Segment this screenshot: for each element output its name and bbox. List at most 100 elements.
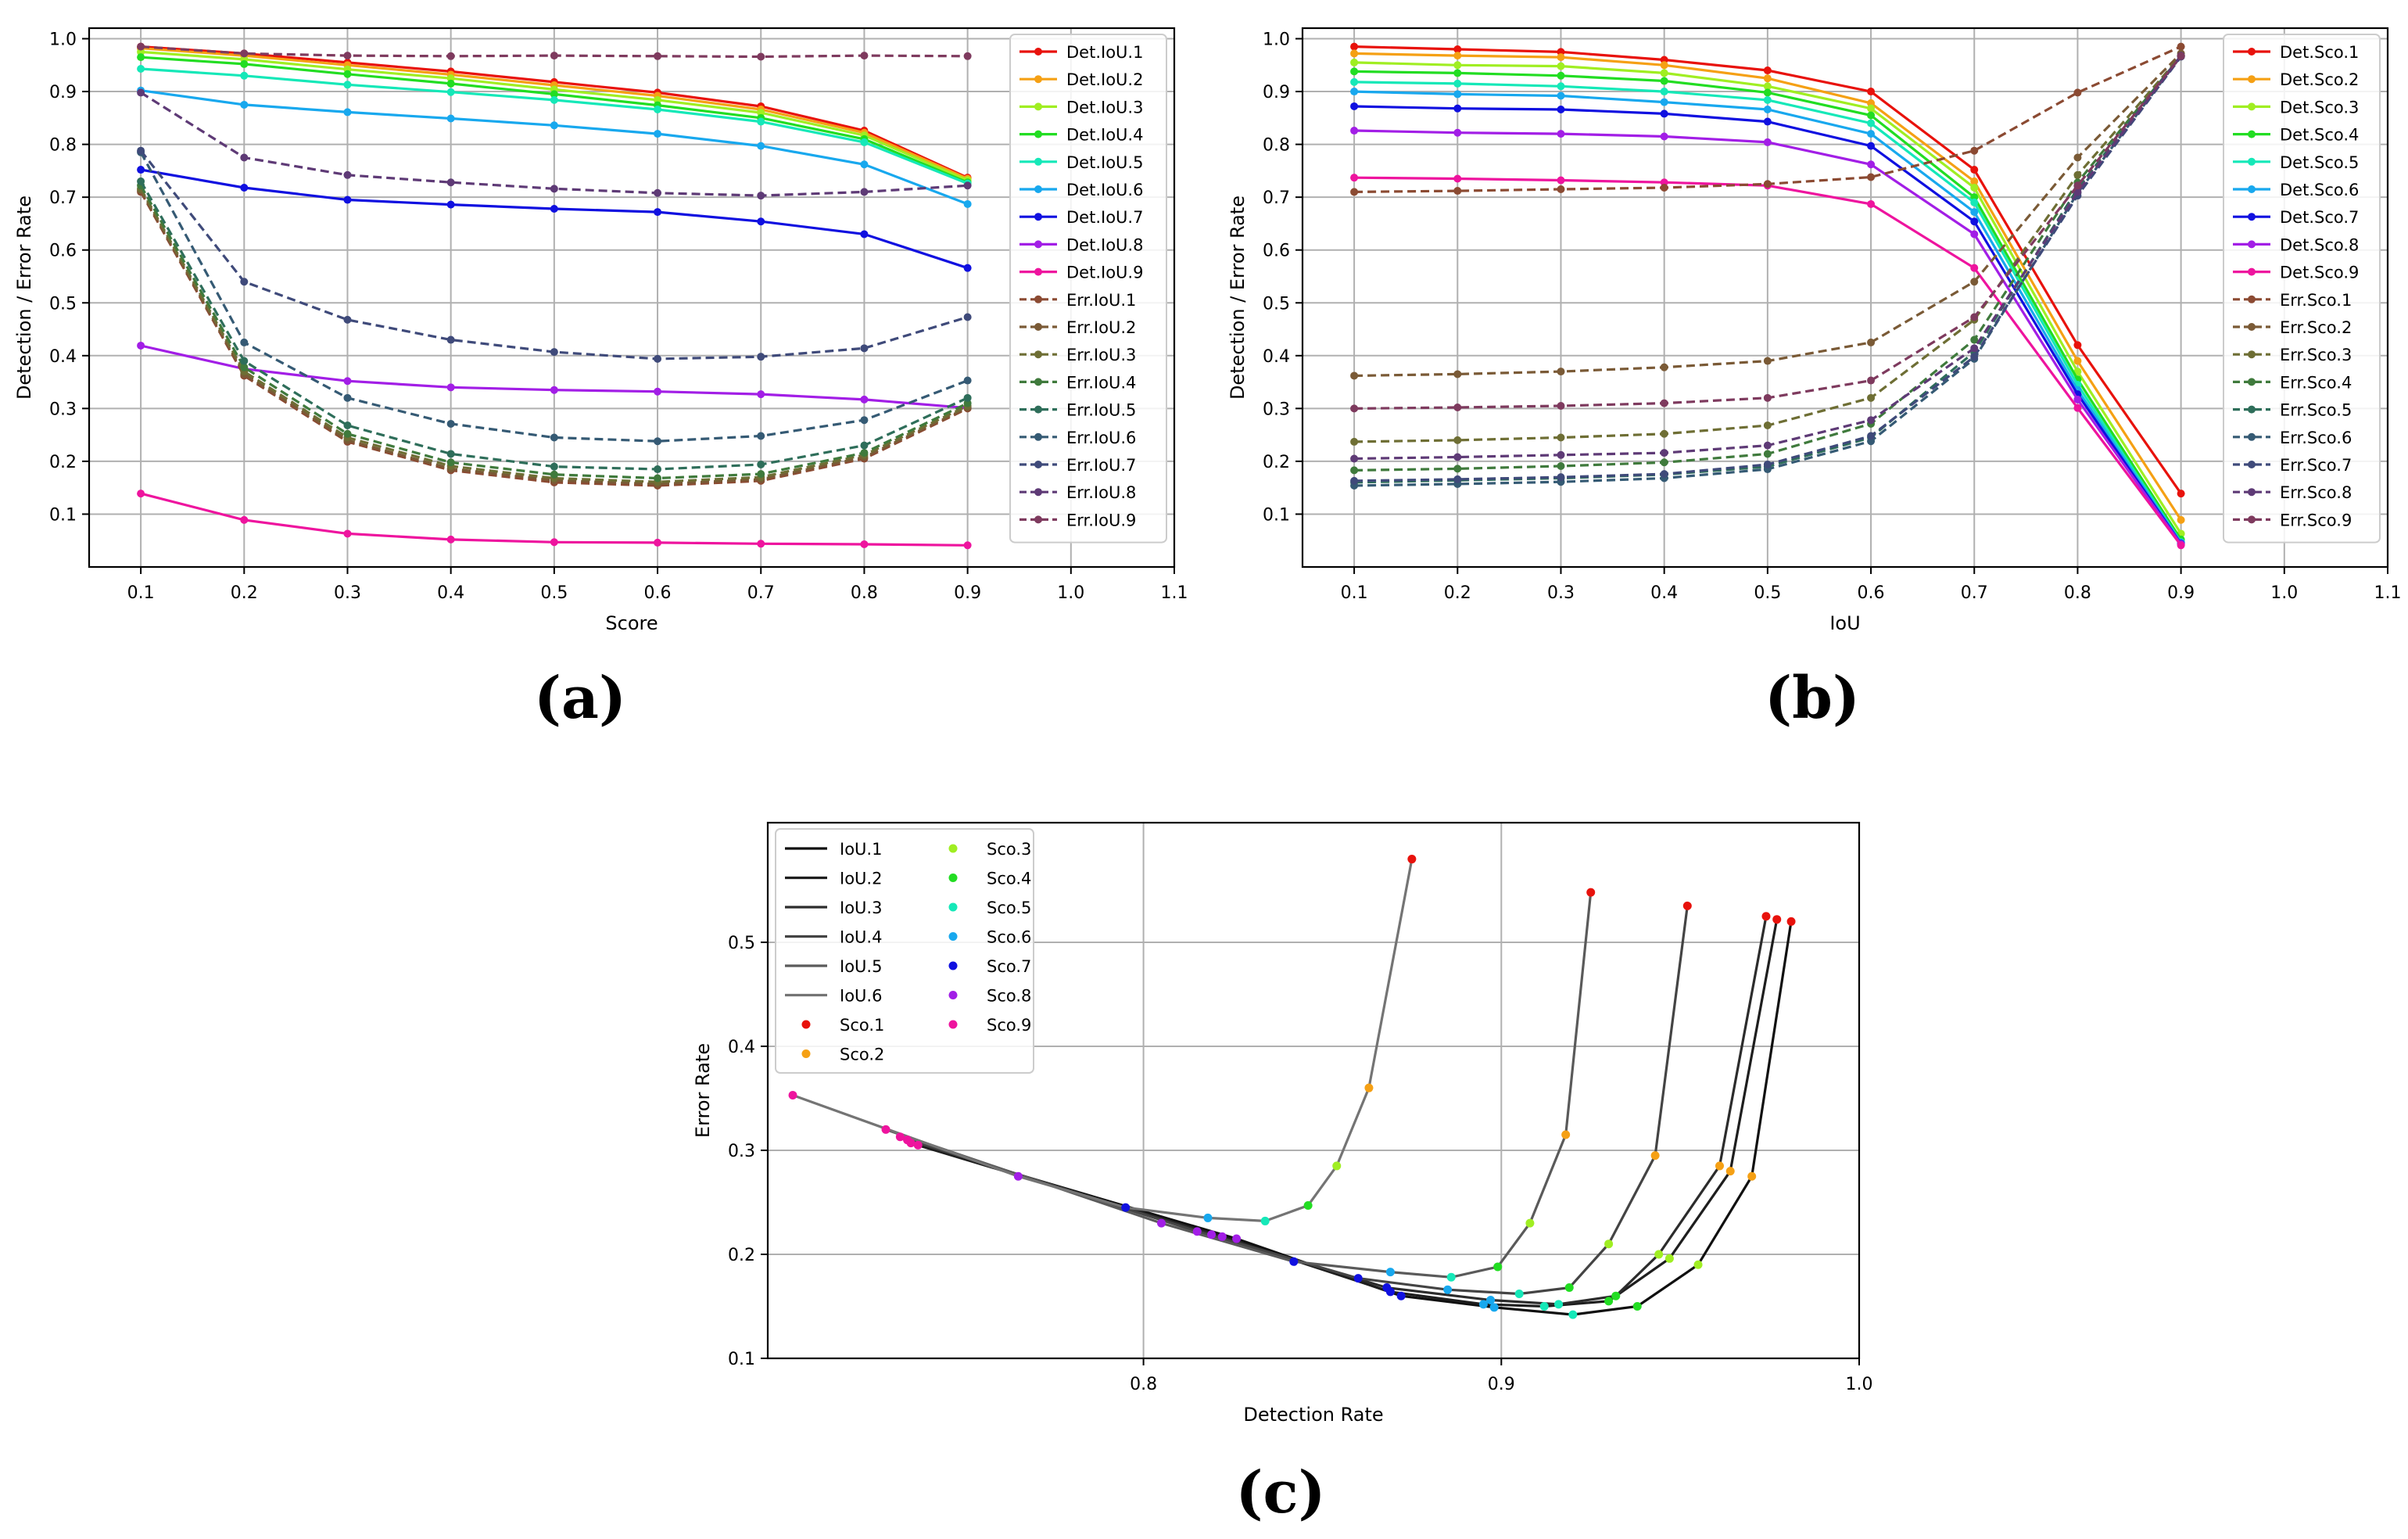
data-point <box>240 363 249 371</box>
legend-marker <box>2248 461 2256 468</box>
data-point <box>2073 404 2082 412</box>
data-point <box>1350 77 1359 86</box>
data-point <box>343 108 352 117</box>
data-point <box>1970 313 1979 321</box>
legend-entry: Sco.8 <box>987 987 1031 1006</box>
legend-entry: Err.IoU.6 <box>1066 429 1136 447</box>
legend-entry: IoU.2 <box>840 870 882 888</box>
score-point-sco-4 <box>1632 1301 1642 1311</box>
legend-marker <box>2248 102 2256 111</box>
data-point <box>1557 71 1565 80</box>
data-point <box>446 114 455 123</box>
data-point <box>860 344 869 353</box>
data-point <box>654 354 662 363</box>
legend-entry: Err.Sco.5 <box>2280 401 2352 420</box>
x-tick-label: 0.3 <box>1547 583 1575 603</box>
data-point <box>240 357 249 365</box>
data-point <box>1557 401 1565 410</box>
data-point <box>343 170 352 179</box>
data-point <box>2177 42 2185 51</box>
data-point <box>1763 106 1772 114</box>
legend-marker <box>948 932 958 941</box>
data-point <box>757 52 765 61</box>
legend-marker <box>2248 405 2256 414</box>
legend-marker <box>2248 295 2256 303</box>
data-point <box>860 230 869 239</box>
data-point <box>963 264 972 272</box>
x-axis-label: IoU <box>1829 612 1860 634</box>
score-point-sco-7 <box>1289 1257 1299 1266</box>
data-point <box>963 181 972 190</box>
legend-entry: Det.Sco.6 <box>2280 181 2359 199</box>
data-point <box>1660 470 1668 479</box>
data-point <box>550 52 558 60</box>
legend-marker <box>2248 48 2256 56</box>
score-point-sco-7 <box>1396 1291 1406 1300</box>
legend-entry: Err.Sco.7 <box>2280 456 2352 475</box>
data-point <box>1660 88 1668 96</box>
data-point <box>446 52 455 60</box>
x-tick-label: 0.9 <box>2167 583 2195 603</box>
data-point <box>1557 106 1565 114</box>
data-point <box>1557 461 1565 470</box>
score-point-sco-7 <box>1382 1283 1392 1293</box>
data-point <box>1350 58 1359 66</box>
plot-frame <box>766 821 1861 1360</box>
score-point-sco-4 <box>1493 1262 1503 1272</box>
legend-entry: Sco.1 <box>840 1016 884 1035</box>
data-point <box>1763 180 1772 188</box>
x-tick-label: 1.0 <box>1846 1375 1873 1394</box>
data-point <box>446 335 455 344</box>
legend-entry: IoU.6 <box>840 987 882 1006</box>
legend-entry: Det.Sco.3 <box>2280 98 2359 117</box>
data-point <box>2073 170 2082 179</box>
score-point-sco-3 <box>1654 1250 1664 1259</box>
score-point-sco-1 <box>1682 901 1692 910</box>
data-point <box>1557 473 1565 482</box>
legend-marker <box>2248 267 2256 276</box>
data-point <box>1867 199 1876 208</box>
data-point <box>1867 376 1876 385</box>
legend-marker <box>948 844 958 853</box>
data-point <box>1970 146 1979 155</box>
data-point <box>757 217 765 226</box>
chart-b: 0.1 0.2 0.3 0.4 0.5 0.6 0.7 0.8 0.9 1.0 1.1 0.1 0.2 0… <box>1227 27 2402 634</box>
data-point <box>963 313 972 321</box>
legend-marker <box>1034 295 1042 303</box>
data-point <box>240 71 249 80</box>
score-point-sco-8 <box>1192 1227 1202 1236</box>
data-point <box>654 387 662 396</box>
y-tick-label: 0.1 <box>49 505 77 525</box>
score-point-sco-2 <box>1364 1083 1374 1092</box>
data-point <box>446 383 455 392</box>
data-point <box>1557 176 1565 185</box>
data-point <box>963 541 972 550</box>
y-tick-label: 0.1 <box>1263 505 1290 525</box>
legend-entry: Det.Sco.9 <box>2280 264 2359 282</box>
score-point-sco-5 <box>1514 1290 1524 1299</box>
data-point <box>1867 393 1876 402</box>
data-point <box>1970 335 1979 344</box>
legend-entry: Err.IoU.9 <box>1066 511 1136 529</box>
legend-entry: Det.IoU.9 <box>1066 264 1143 282</box>
legend-marker <box>1034 432 1042 441</box>
score-point-sco-4 <box>1303 1200 1313 1210</box>
legend-marker <box>2248 157 2256 166</box>
data-point <box>654 106 662 114</box>
data-point <box>1970 208 1979 217</box>
data-point <box>2177 490 2185 498</box>
legend-marker <box>1034 405 1042 414</box>
data-point <box>343 421 352 429</box>
data-point <box>137 177 145 185</box>
data-point <box>137 146 145 155</box>
data-point <box>860 188 869 196</box>
legend-entry: Det.IoU.7 <box>1066 208 1143 227</box>
data-point <box>654 437 662 446</box>
data-point <box>1970 230 1979 239</box>
legend-entry: Det.Sco.7 <box>2280 208 2359 227</box>
data-point <box>2073 153 2082 162</box>
data-point <box>137 42 145 51</box>
data-point <box>137 166 145 174</box>
legend-marker <box>801 1049 811 1058</box>
data-point <box>654 188 662 197</box>
